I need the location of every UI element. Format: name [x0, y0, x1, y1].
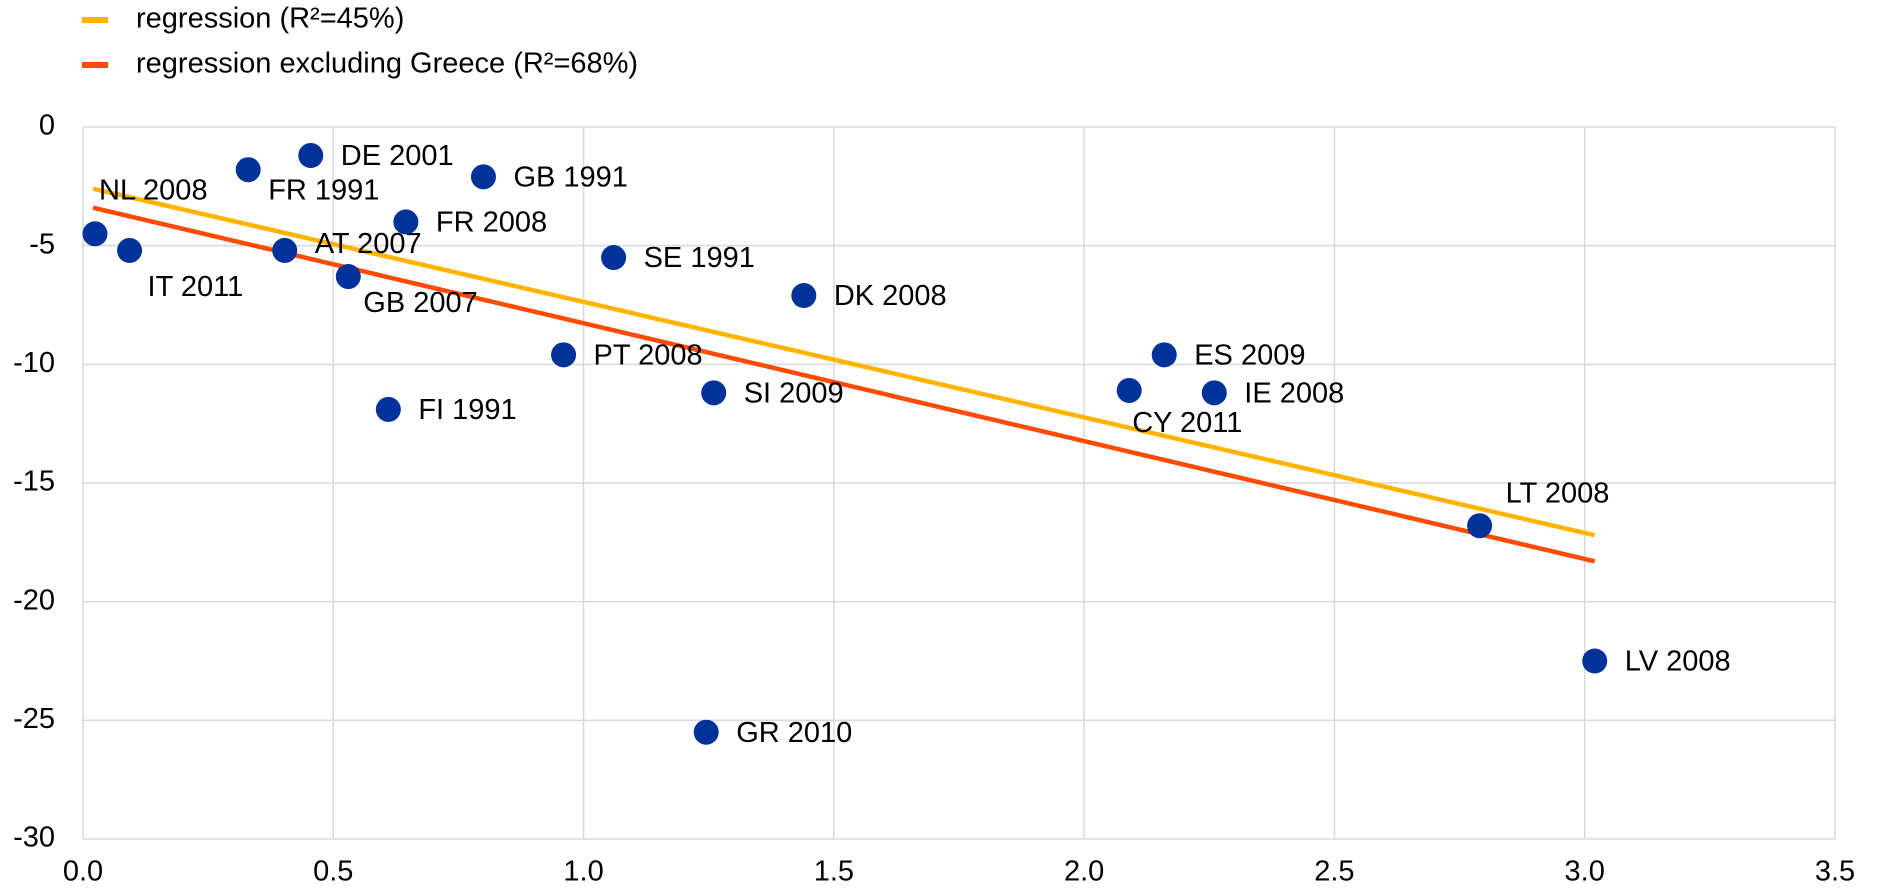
data-point [335, 264, 361, 290]
data-point [1467, 513, 1493, 539]
point-label: IE 2008 [1244, 377, 1344, 409]
legend-label: regression excluding Greece (R²=68%) [136, 48, 638, 80]
data-point [1116, 377, 1142, 403]
point-label: SI 2009 [744, 377, 844, 409]
data-point [272, 237, 298, 263]
x-tick-label: 1.5 [814, 856, 854, 888]
data-point [551, 342, 577, 368]
data-point [82, 221, 108, 247]
regression-line [92, 205, 1596, 564]
point-label: FI 1991 [418, 394, 516, 426]
point-label: DE 2001 [341, 140, 454, 172]
point-label: GB 1991 [513, 161, 627, 193]
data-point [470, 164, 496, 190]
data-point [791, 283, 817, 309]
y-tick-label: -15 [13, 466, 55, 498]
x-tick-label: 0.5 [313, 856, 353, 888]
y-tick-label: -30 [13, 822, 55, 854]
data-point [235, 157, 261, 183]
y-tick-label: -5 [29, 228, 55, 260]
x-tick-label: 3.0 [1565, 856, 1605, 888]
point-label: LV 2008 [1625, 646, 1731, 678]
data-point [298, 142, 324, 168]
x-tick-label: 0.0 [63, 856, 103, 888]
data-point [117, 237, 143, 263]
data-point [1151, 342, 1177, 368]
point-label: CY 2011 [1132, 407, 1242, 439]
point-label: PT 2008 [594, 339, 703, 371]
x-tick-label: 3.5 [1815, 856, 1855, 888]
y-tick-label: -25 [13, 703, 55, 735]
point-label: NL 2008 [99, 174, 208, 206]
point-label: GR 2010 [736, 717, 852, 749]
point-label: IT 2011 [148, 271, 244, 303]
point-label: DK 2008 [834, 280, 947, 312]
legend-label: regression (R²=45%) [136, 3, 404, 35]
point-label: ES 2009 [1194, 339, 1305, 371]
data-point [375, 396, 401, 422]
point-label: GB 2007 [363, 287, 477, 319]
point-label: FR 1991 [268, 174, 379, 206]
point-label: FR 2008 [436, 207, 547, 239]
data-point [393, 209, 419, 235]
y-tick-label: 0 [39, 110, 55, 142]
y-tick-label: -10 [13, 347, 55, 379]
data-point [1201, 380, 1227, 406]
data-point [693, 719, 719, 745]
regression-line [92, 186, 1596, 538]
x-tick-label: 1.0 [563, 856, 603, 888]
x-tick-label: 2.5 [1314, 856, 1354, 888]
data-point [701, 380, 727, 406]
y-tick-label: -20 [13, 584, 55, 616]
data-point [1582, 648, 1608, 674]
x-tick-label: 2.0 [1064, 856, 1104, 888]
data-point [601, 245, 627, 271]
point-label: LT 2008 [1506, 477, 1610, 509]
point-label: SE 1991 [644, 242, 755, 274]
